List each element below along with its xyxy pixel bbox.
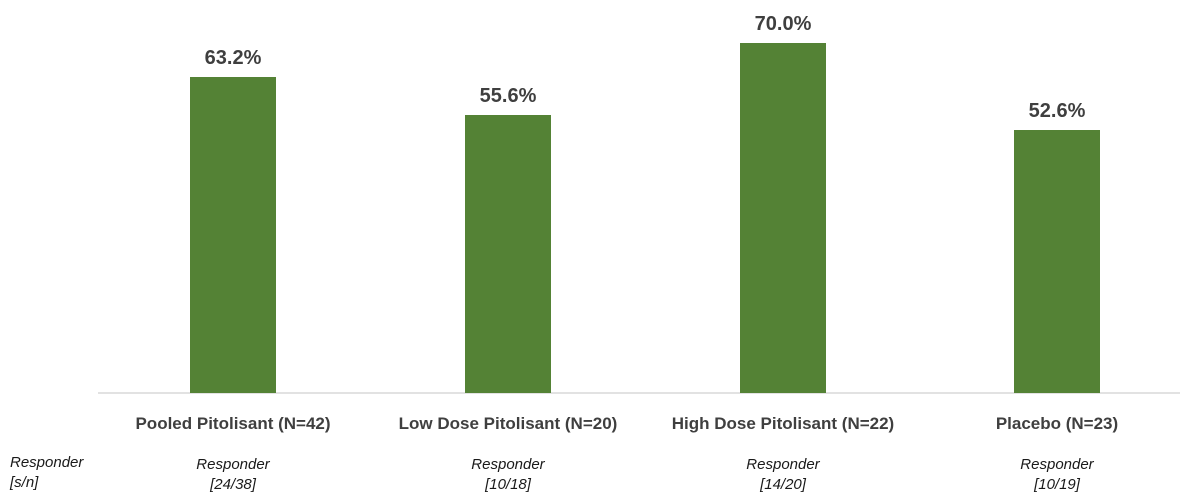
category-label-4: Placebo (N=23) bbox=[996, 414, 1118, 433]
responder-cell-value: [14/20] bbox=[760, 476, 806, 493]
responder-cell-label: Responder bbox=[746, 456, 820, 473]
responder-cell-value: [24/38] bbox=[210, 476, 256, 493]
bar-3 bbox=[740, 43, 826, 393]
responder-cell-value: [10/19] bbox=[1034, 476, 1080, 493]
data-label-3: 70.0% bbox=[755, 13, 812, 35]
category-label-3: High Dose Pitolisant (N=22) bbox=[672, 414, 894, 433]
responder-header: Responder [s/n] bbox=[10, 453, 83, 493]
responder-cell-placebo: Responder [10/19] bbox=[957, 455, 1157, 495]
category-label-1: Pooled Pitolisant (N=42) bbox=[135, 414, 330, 433]
responder-header-label: Responder bbox=[10, 454, 84, 471]
responder-cell-value: [10/18] bbox=[485, 476, 531, 493]
data-label-1: 63.2% bbox=[205, 47, 262, 69]
responder-header-unit: [s/n] bbox=[10, 474, 39, 491]
responder-cell-label: Responder bbox=[1020, 456, 1094, 473]
responder-cell-low-dose: Responder [10/18] bbox=[408, 455, 608, 495]
responder-cell-label: Responder bbox=[471, 456, 545, 473]
category-label-2: Low Dose Pitolisant (N=20) bbox=[399, 414, 618, 433]
bar-2 bbox=[465, 115, 551, 393]
responder-cell-high-dose: Responder [14/20] bbox=[683, 455, 883, 495]
responder-cell-pooled: Responder [24/38] bbox=[133, 455, 333, 495]
data-label-2: 55.6% bbox=[480, 85, 537, 107]
bar-1 bbox=[190, 77, 276, 393]
bar-4 bbox=[1014, 130, 1100, 393]
data-label-4: 52.6% bbox=[1029, 100, 1086, 122]
responder-cell-label: Responder bbox=[196, 456, 270, 473]
